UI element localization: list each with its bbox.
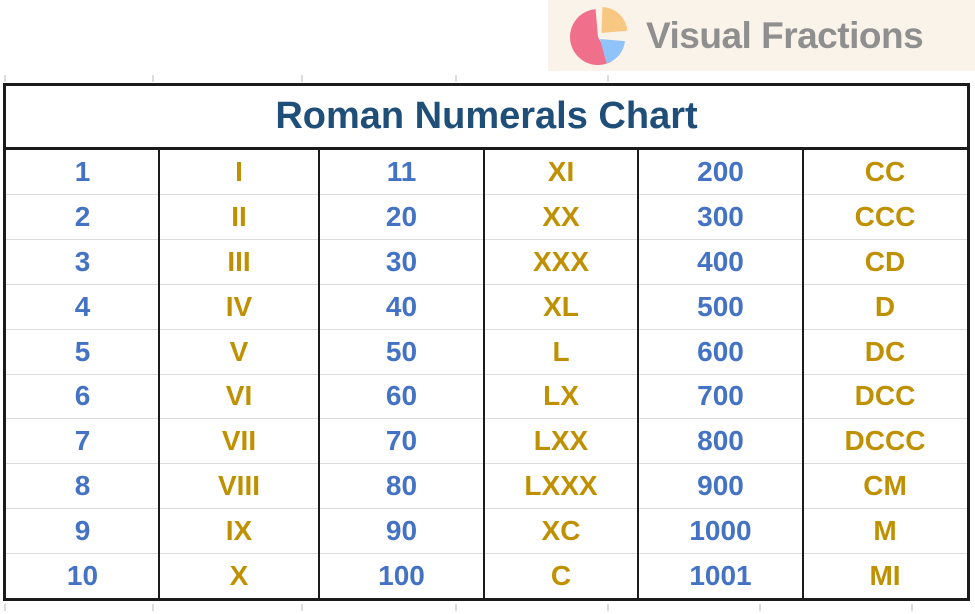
number-cell: 900 <box>697 470 744 502</box>
pie-chart-icon <box>569 7 628 66</box>
table-row: 9 IX 90 XC 1000 M <box>6 508 967 553</box>
number-cell: 50 <box>385 335 418 367</box>
table-row: 8 VIII 80 LXXX 900 CM <box>6 463 967 508</box>
table-row: 5 V 50 L 600 DC <box>6 328 967 374</box>
roman-numeral-cell: MI <box>869 560 901 592</box>
column-divider <box>318 150 320 598</box>
number-cell: 6 <box>74 380 91 412</box>
brand-name: Visual Fractions <box>646 14 924 56</box>
number-cell: 20 <box>385 200 418 232</box>
number-cell: 2 <box>74 200 91 232</box>
table-row: 7 VII 70 LXX 800 DCCC <box>6 418 967 463</box>
gridline-stub <box>4 604 6 611</box>
gridline-stub <box>301 604 303 611</box>
gridline-stub <box>301 75 303 82</box>
roman-numeral-cell: DC <box>864 335 906 367</box>
number-cell: 400 <box>697 245 744 277</box>
roman-numeral-cell: M <box>873 515 897 547</box>
column-divider <box>637 150 639 598</box>
roman-numeral-cell: CCC <box>854 200 916 232</box>
roman-numeral-cell: LX <box>543 380 579 412</box>
column-divider <box>483 150 485 598</box>
roman-numeral-cell: XC <box>541 515 581 547</box>
roman-numeral-cell: XX <box>542 200 580 232</box>
gridline-stub <box>152 75 154 82</box>
number-cell: 40 <box>385 290 418 322</box>
number-cell: 1 <box>74 155 91 187</box>
visual-fractions-logo: Visual Fractions <box>548 0 975 71</box>
roman-numeral-cell: D <box>874 290 896 322</box>
gridline-stub <box>911 604 913 611</box>
table-row: 10 X 100 C 1001 MI <box>6 553 967 598</box>
number-cell: 5 <box>74 335 91 367</box>
gridline-stub <box>4 75 6 82</box>
gridline-stub <box>759 604 761 611</box>
number-cell: 70 <box>385 425 418 457</box>
roman-numeral-cell: CD <box>864 245 906 277</box>
roman-numeral-cell: CC <box>864 155 906 187</box>
number-cell: 7 <box>74 425 91 457</box>
roman-numeral-cell: IV <box>225 290 253 322</box>
roman-numeral-cell: VII <box>221 425 257 457</box>
number-cell: 100 <box>378 560 425 592</box>
number-cell: 9 <box>74 515 91 547</box>
roman-numeral-cell: III <box>227 245 251 277</box>
gridline-stub <box>607 604 609 611</box>
number-cell: 11 <box>386 155 417 187</box>
roman-numeral-cell: C <box>550 560 572 592</box>
number-cell: 60 <box>385 380 418 412</box>
roman-numeral-cell: XXX <box>532 245 590 277</box>
roman-numeral-cell: DCCC <box>844 425 926 457</box>
number-cell: 800 <box>697 425 744 457</box>
roman-numeral-cell: LXXX <box>524 470 598 502</box>
roman-numeral-cell: DCC <box>854 380 916 412</box>
number-cell: 1000 <box>689 515 752 547</box>
number-cell: 600 <box>697 335 744 367</box>
number-cell: 90 <box>385 515 418 547</box>
gridline-stub <box>607 75 609 82</box>
numerals-grid: 1 I 11 XI 200 CC 2 II 20 XX 300 CCC 3 III 30 XXX 400 CD 4 I… <box>6 150 967 598</box>
roman-numeral-cell: LXX <box>533 425 589 457</box>
number-cell: 10 <box>66 560 99 592</box>
table-row: 6 VI 60 LX 700 DCC <box>6 373 967 419</box>
gridline-stub <box>455 75 457 82</box>
table-row: 4 IV 40 XL 500 D <box>6 283 967 329</box>
number-cell: 700 <box>697 380 744 412</box>
table-row: 1 I 11 XI 200 CC <box>6 150 967 194</box>
number-cell: 30 <box>385 245 418 277</box>
roman-numeral-cell: XI <box>547 155 575 187</box>
number-cell: 3 <box>74 245 91 277</box>
number-cell: 1001 <box>689 560 752 592</box>
column-divider <box>158 150 160 598</box>
roman-numeral-cell: VIII <box>217 470 260 502</box>
number-cell: 200 <box>697 155 744 187</box>
roman-numeral-cell: L <box>552 335 570 367</box>
number-cell: 8 <box>74 470 91 502</box>
gridline-stub <box>455 604 457 611</box>
roman-numeral-cell: IX <box>225 515 253 547</box>
roman-numerals-table: Roman Numerals Chart 1 I 11 XI 200 CC 2 II 20 XX 3… <box>3 83 970 601</box>
roman-numeral-cell: I <box>235 155 243 187</box>
table-title: Roman Numerals Chart <box>6 86 967 150</box>
roman-numeral-cell: CM <box>863 470 907 502</box>
number-cell: 500 <box>697 290 744 322</box>
roman-numeral-cell: XL <box>543 290 579 322</box>
table-row: 3 III 30 XXX 400 CD <box>6 238 967 284</box>
table-row: 2 II 20 XX 300 CCC <box>6 193 967 239</box>
roman-numeral-cell: V <box>229 335 249 367</box>
roman-numeral-cell: II <box>231 200 247 232</box>
number-cell: 4 <box>74 290 91 322</box>
column-divider <box>802 150 804 598</box>
gridline-stub <box>152 604 154 611</box>
roman-numeral-cell: X <box>229 560 249 592</box>
roman-numeral-cell: VI <box>225 380 253 412</box>
number-cell: 300 <box>697 200 744 232</box>
number-cell: 80 <box>385 470 418 502</box>
